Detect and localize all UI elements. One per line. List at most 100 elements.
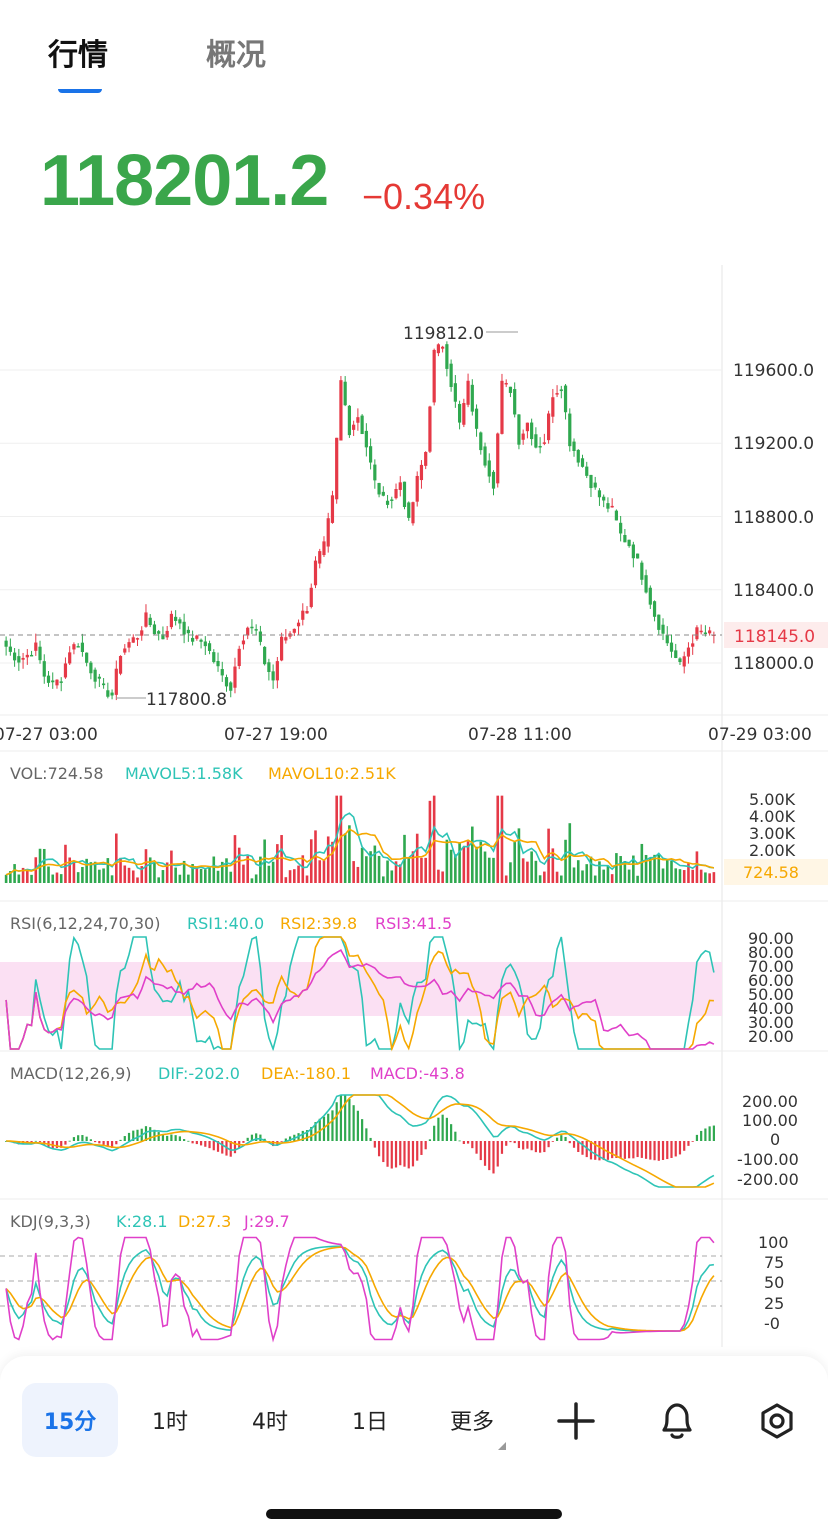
volume-bar	[331, 841, 334, 883]
macd-bar	[161, 1134, 165, 1141]
gear-icon[interactable]	[752, 1396, 802, 1446]
interval-1d-button[interactable]: 1日	[352, 1410, 388, 1435]
macd-bar	[55, 1141, 59, 1149]
rsi-y-90: 90.00	[748, 929, 794, 948]
price-pane[interactable]: 118145.0 119600.0 119200.0 118800.0 1184…	[0, 265, 828, 1347]
kdj-y-50: 50	[764, 1273, 784, 1292]
candle-body	[186, 629, 190, 634]
last-price-label: 118145.0	[734, 627, 815, 647]
candle-body	[708, 630, 712, 634]
volume-bar	[437, 869, 440, 883]
macd-bar	[594, 1141, 597, 1160]
candle-body	[216, 660, 220, 667]
macd-bar	[441, 1114, 444, 1141]
candle-body	[661, 624, 665, 634]
price-change-percent: −0.34%	[362, 176, 486, 217]
candle-body	[279, 636, 284, 661]
interval-4h-button[interactable]: 4时	[252, 1410, 288, 1435]
interval-1h-button[interactable]: 1时	[152, 1410, 188, 1435]
tab-market[interactable]: 行情	[48, 38, 108, 73]
volume-bar	[148, 857, 152, 883]
kdj-y-75: 75	[764, 1253, 784, 1272]
interval-15m-button[interactable]: 15分	[22, 1383, 118, 1457]
volume-bar	[636, 875, 639, 883]
candle-body	[457, 403, 462, 423]
price-gridlines	[0, 369, 722, 664]
candle-body	[398, 482, 402, 490]
volume-bar	[187, 874, 190, 883]
volume-bar	[204, 869, 207, 883]
macd-bar	[670, 1141, 673, 1158]
candle-body	[546, 413, 551, 441]
volume-bar	[305, 875, 309, 883]
candle-body	[407, 502, 411, 518]
macd-bar	[183, 1139, 186, 1141]
plus-icon[interactable]	[551, 1396, 601, 1446]
y-label-119600: 119600.0	[733, 361, 814, 381]
macd-bar	[615, 1141, 618, 1158]
macd-y-200: 200.00	[742, 1092, 798, 1111]
macd-bar	[513, 1141, 516, 1144]
macd-bar	[157, 1132, 160, 1141]
volume-bar	[199, 868, 203, 883]
macd-bar	[666, 1141, 669, 1160]
candle-body	[669, 642, 674, 652]
macd-y-0: 0	[770, 1130, 780, 1149]
candle-body	[487, 460, 491, 477]
volume-bar	[521, 858, 525, 883]
candle-body	[411, 502, 415, 524]
macd-bar	[60, 1141, 63, 1148]
rsi-y-60: 60.00	[748, 971, 794, 990]
candle-body	[25, 654, 29, 658]
macd-bar	[466, 1141, 470, 1144]
candle-body	[46, 675, 51, 683]
volume-bar	[293, 869, 296, 883]
candle-body	[449, 363, 453, 387]
macd-bar	[339, 1095, 343, 1141]
macd-y-neg100: -100.00	[737, 1150, 799, 1169]
kdj-k: K:28.1	[116, 1212, 168, 1231]
candle-body	[500, 380, 504, 434]
volume-pane[interactable]: VOL:724.58 MAVOL5:1.58K MAVOL10:2.51K 5.…	[0, 750, 828, 885]
chart-area[interactable]: 118145.0 119600.0 119200.0 118800.0 1184…	[0, 265, 828, 1355]
candle-body	[623, 534, 627, 543]
bell-icon[interactable]	[652, 1396, 702, 1446]
candle-body	[402, 481, 407, 508]
volume-bar	[318, 860, 322, 883]
candle-body	[568, 413, 572, 447]
macd-pane[interactable]: MACD(12,26,9) DIF:-202.0 DEA:-180.1 MACD…	[0, 1050, 828, 1189]
macd-bar	[411, 1141, 415, 1167]
vol-ma5-line	[5, 812, 714, 876]
candle-body	[76, 646, 80, 648]
candle-body	[135, 638, 140, 640]
candle-body	[530, 422, 534, 440]
macd-bar	[110, 1141, 114, 1148]
macd-bar	[17, 1141, 20, 1145]
volume-bar	[119, 857, 122, 883]
interval-more-button[interactable]: 更多	[449, 1410, 494, 1435]
volume-bar	[581, 870, 584, 883]
vol-y-5k: 5.00K	[749, 790, 796, 809]
volume-bar	[640, 843, 644, 883]
candle-body	[521, 433, 525, 440]
tab-overview[interactable]: 概况	[206, 38, 266, 73]
candle-body	[212, 652, 216, 663]
macd-bar	[606, 1141, 610, 1160]
kdj-pane[interactable]: KDJ(9,3,3) K:28.1 D:27.3 J:29.7 100 75 5…	[0, 1198, 828, 1343]
macd-bar	[433, 1125, 436, 1141]
macd-bar	[136, 1129, 139, 1141]
candle-body	[597, 490, 602, 498]
macd-dif: DIF:-202.0	[158, 1064, 240, 1083]
volume-bar	[267, 865, 271, 883]
volume-bar	[458, 842, 461, 883]
volume-bar	[47, 866, 50, 883]
candle-body	[542, 442, 546, 444]
candle-body	[559, 389, 563, 392]
rsi-pane[interactable]: RSI(6,12,24,70,30) RSI1:40.0 RSI2:39.8 R…	[0, 900, 828, 1052]
volume-bar	[682, 870, 686, 883]
candle-body	[114, 668, 118, 695]
candle-body	[576, 449, 580, 463]
candle-body	[343, 381, 347, 406]
macd-bar	[327, 1113, 330, 1141]
macd-bar	[85, 1136, 88, 1141]
